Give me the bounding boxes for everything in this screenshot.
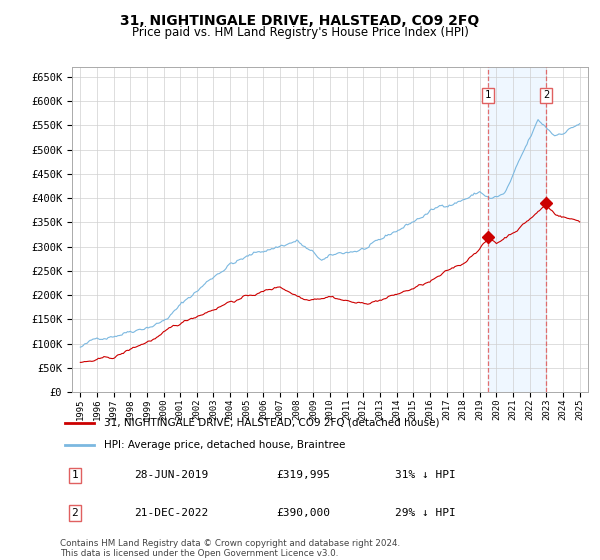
Text: 29% ↓ HPI: 29% ↓ HPI (395, 508, 455, 518)
Bar (488, 67, 546, 392)
Text: 21-DEC-2022: 21-DEC-2022 (134, 508, 208, 518)
Text: 1: 1 (71, 470, 78, 480)
Text: Contains HM Land Registry data © Crown copyright and database right 2024.
This d: Contains HM Land Registry data © Crown c… (60, 539, 400, 558)
Text: 2: 2 (543, 90, 549, 100)
Text: £319,995: £319,995 (277, 470, 331, 480)
Text: 31% ↓ HPI: 31% ↓ HPI (395, 470, 455, 480)
Text: 31, NIGHTINGALE DRIVE, HALSTEAD, CO9 2FQ (detached house): 31, NIGHTINGALE DRIVE, HALSTEAD, CO9 2FQ… (104, 418, 440, 428)
Text: HPI: Average price, detached house, Braintree: HPI: Average price, detached house, Brai… (104, 440, 346, 450)
Text: 28-JUN-2019: 28-JUN-2019 (134, 470, 208, 480)
Text: 1: 1 (485, 90, 491, 100)
Text: Price paid vs. HM Land Registry's House Price Index (HPI): Price paid vs. HM Land Registry's House … (131, 26, 469, 39)
Text: £390,000: £390,000 (277, 508, 331, 518)
Text: 2: 2 (71, 508, 78, 518)
Text: 31, NIGHTINGALE DRIVE, HALSTEAD, CO9 2FQ: 31, NIGHTINGALE DRIVE, HALSTEAD, CO9 2FQ (121, 14, 479, 28)
